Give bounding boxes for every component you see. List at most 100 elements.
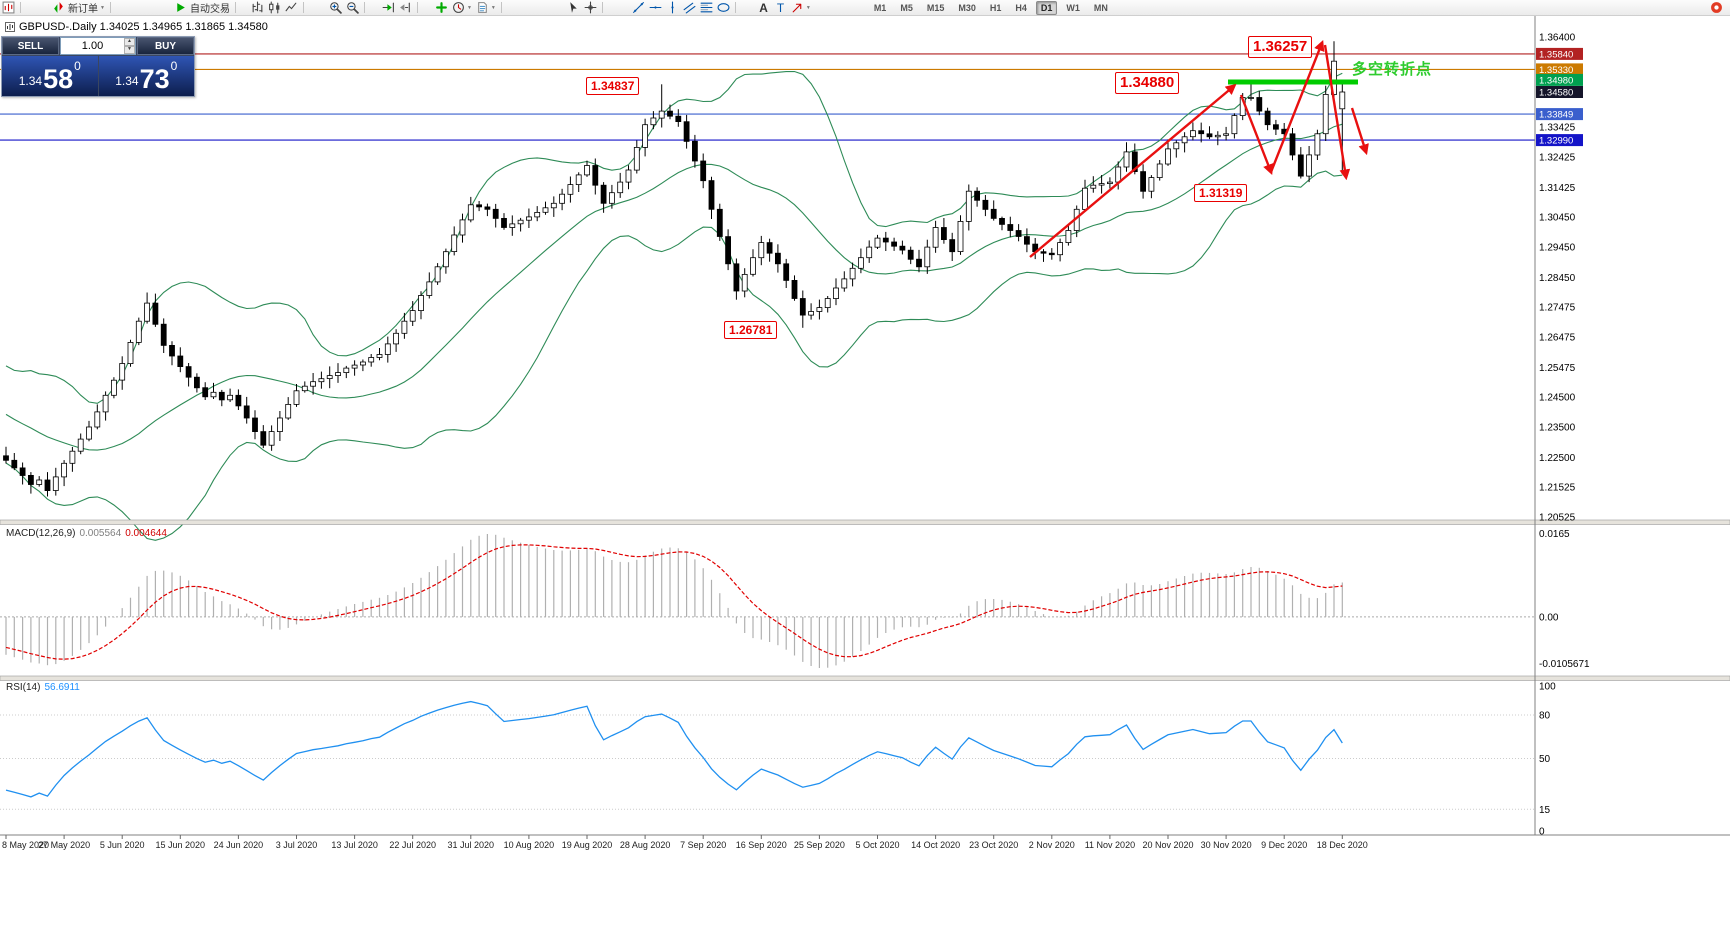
timeframe-mn[interactable]: MN bbox=[1093, 2, 1108, 13]
sell-price-big: 58 bbox=[43, 64, 74, 94]
price-annotation[interactable]: 1.34837 bbox=[586, 77, 640, 95]
svg-text:1.29450: 1.29450 bbox=[1539, 243, 1576, 254]
chevron-down-icon: ▼ bbox=[805, 4, 811, 11]
timeframe-m1[interactable]: M1 bbox=[873, 2, 887, 13]
svg-text:0.0165: 0.0165 bbox=[1539, 529, 1570, 540]
trend-arrow[interactable] bbox=[1323, 44, 1351, 181]
turning-point-note[interactable]: 多空转折点 bbox=[1352, 61, 1433, 78]
chart-plot-area[interactable] bbox=[0, 16, 1535, 835]
new-order-icon bbox=[52, 1, 65, 14]
svg-text:10 Aug 2020: 10 Aug 2020 bbox=[504, 840, 555, 850]
macd-panel: 0.0165 0.00 -0.0105671 bbox=[0, 529, 1590, 670]
svg-text:1.34580: 1.34580 bbox=[1539, 88, 1573, 99]
svg-text:7 Sep 2020: 7 Sep 2020 bbox=[680, 840, 726, 850]
trend-arrows[interactable] bbox=[1029, 39, 1369, 258]
timeframe-h1[interactable]: H1 bbox=[989, 2, 1002, 13]
auto-scroll-icon bbox=[382, 1, 395, 14]
timeframe-m5[interactable]: M5 bbox=[900, 2, 913, 13]
macd-indicator-label: MACD(12,26,9) 0.005564 0.004644 bbox=[6, 528, 167, 539]
bars-chart-button[interactable] bbox=[249, 0, 266, 15]
chart-shift-button[interactable] bbox=[397, 0, 414, 15]
sell-button[interactable]: SELL bbox=[2, 37, 59, 55]
price-annotation[interactable]: 1.36257 bbox=[1248, 36, 1313, 58]
arrow-tools-icon bbox=[791, 1, 804, 14]
trend-arrow[interactable] bbox=[1269, 39, 1325, 173]
svg-text:1.27475: 1.27475 bbox=[1539, 302, 1576, 313]
price-annotation[interactable]: 1.31319 bbox=[1194, 184, 1248, 202]
new-order-button[interactable]: 新订单 ▼ bbox=[50, 0, 107, 15]
timeframe-d1[interactable]: D1 bbox=[1035, 0, 1058, 15]
svg-text:1.36400: 1.36400 bbox=[1539, 33, 1576, 44]
trend-arrow[interactable] bbox=[1239, 94, 1274, 176]
svg-text:1.31425: 1.31425 bbox=[1539, 183, 1576, 194]
auto-scroll-button[interactable] bbox=[380, 0, 397, 15]
price-scale[interactable]: 1.36400 1.33425 1.32425 1.31425 1.30450 1.294… bbox=[1536, 33, 1583, 524]
timeframe-w1[interactable]: W1 bbox=[1066, 2, 1080, 13]
autotrade-button[interactable]: 自动交易 bbox=[172, 0, 232, 15]
volume-value[interactable]: 1.00 bbox=[81, 40, 104, 52]
chart-shift-icon bbox=[399, 1, 412, 14]
zoom-out-button[interactable] bbox=[344, 0, 361, 15]
hline-icon bbox=[649, 1, 662, 14]
timeframe-m30[interactable]: M30 bbox=[958, 2, 976, 13]
label-t-button[interactable]: T bbox=[772, 0, 789, 15]
svg-text:13 Jul 2020: 13 Jul 2020 bbox=[331, 840, 378, 850]
horizontal-lines[interactable] bbox=[0, 53, 1535, 141]
rsi-panel-separator[interactable] bbox=[0, 675, 1730, 681]
hline-button[interactable] bbox=[647, 0, 664, 15]
arrow-tools-button[interactable]: ▼ bbox=[789, 0, 813, 15]
sell-price-sup: 0 bbox=[74, 59, 81, 73]
channel-button[interactable] bbox=[681, 0, 698, 15]
fibonacci-button[interactable] bbox=[698, 0, 715, 15]
buy-button[interactable]: BUY bbox=[137, 37, 194, 55]
main-toolbar: 新订单 ▼ 自动交易 ▼ ▼ A T ▼ M1 M5 M15 M30 H1 H4 D1 W1 MN bbox=[0, 0, 1730, 16]
volume-stepper-down-icon[interactable]: ▼ bbox=[124, 46, 135, 54]
svg-text:20 Nov 2020: 20 Nov 2020 bbox=[1142, 840, 1193, 850]
zoom-in-button[interactable] bbox=[327, 0, 344, 15]
chart-title-text: GBPUSD-.Daily 1.34025 1.34965 1.31865 1.… bbox=[19, 21, 268, 33]
candles bbox=[3, 41, 1346, 497]
trendline-icon bbox=[632, 1, 645, 14]
volume-field[interactable]: 1.00 ▲ ▼ bbox=[60, 37, 136, 55]
timeframe-h4[interactable]: H4 bbox=[1015, 2, 1027, 13]
trend-arrow[interactable] bbox=[1350, 107, 1369, 156]
crosshair-button[interactable] bbox=[582, 0, 599, 15]
vline-button[interactable] bbox=[664, 0, 681, 15]
price-badge bbox=[1536, 63, 1583, 76]
text-a-button[interactable]: A bbox=[755, 0, 772, 15]
trendline-button[interactable] bbox=[630, 0, 647, 15]
candles-chart-button[interactable] bbox=[266, 0, 283, 15]
new-order-label: 新订单 bbox=[68, 4, 98, 15]
price-badge bbox=[1536, 73, 1583, 86]
periods-button[interactable]: ▼ bbox=[450, 0, 474, 15]
svg-text:11 Nov 2020: 11 Nov 2020 bbox=[1085, 840, 1135, 850]
svg-text:1.33425: 1.33425 bbox=[1539, 123, 1576, 134]
indicators-button[interactable] bbox=[433, 0, 450, 15]
sell-price-small: 1.34 bbox=[18, 74, 43, 88]
chart-window-button[interactable] bbox=[0, 0, 17, 15]
line-chart-button[interactable] bbox=[283, 0, 300, 15]
price-annotation[interactable]: 1.26781 bbox=[724, 321, 778, 339]
price-annotation[interactable]: 1.34880 bbox=[1115, 72, 1180, 94]
buy-price-button[interactable]: 1.34 73 0 bbox=[98, 56, 194, 96]
rsi-indicator-label: RSI(14) 56.6911 bbox=[6, 682, 80, 693]
volume-stepper-up-icon[interactable]: ▲ bbox=[124, 38, 135, 46]
macd-panel-separator[interactable] bbox=[0, 519, 1730, 525]
sell-price-button[interactable]: 1.34 58 0 bbox=[2, 56, 98, 96]
trend-arrow[interactable] bbox=[1029, 83, 1237, 258]
templates-button[interactable]: ▼ bbox=[474, 0, 498, 15]
buy-price-sup: 0 bbox=[170, 59, 178, 73]
cursor-button[interactable] bbox=[565, 0, 582, 15]
label-t-icon: T bbox=[774, 1, 787, 14]
vline-icon bbox=[666, 1, 679, 14]
toolbar-separator bbox=[601, 2, 603, 13]
toolbar-separator bbox=[20, 2, 21, 13]
svg-text:8 May 2020: 8 May 2020 bbox=[2, 840, 49, 850]
community-button[interactable] bbox=[1708, 0, 1725, 15]
autotrade-label: 自动交易 bbox=[189, 4, 230, 15]
svg-text:1.35840: 1.35840 bbox=[1539, 49, 1573, 60]
timeframe-m15[interactable]: M15 bbox=[926, 2, 945, 13]
shapes-button[interactable] bbox=[715, 0, 732, 15]
